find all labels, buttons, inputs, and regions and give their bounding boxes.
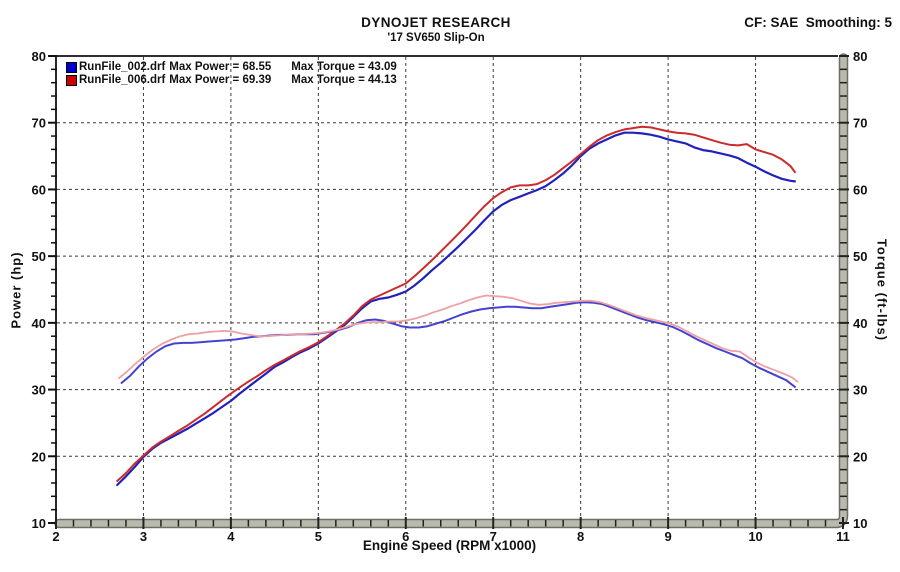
correction-smoothing-info: CF: SAE Smoothing: 5 — [744, 15, 892, 30]
power-tick-label: 10 — [32, 516, 46, 531]
power-tick-label: 30 — [32, 383, 46, 398]
legend-file-0: RunFile_002.drf — [79, 61, 166, 73]
power-tick-label: 40 — [32, 316, 46, 331]
rpm-tick-label: 5 — [315, 529, 322, 544]
power-tick-label: 20 — [32, 449, 46, 464]
legend-swatch-0 — [66, 61, 77, 73]
power-runfile-002-curve — [116, 131, 797, 487]
left-axis-title: Power (hp) — [8, 251, 24, 329]
tick-labels: 10 10 20 20 30 30 40 40 50 50 60 60 70 70 80 80 2 3 4 5 6 7 8 9… — [32, 49, 868, 544]
rpm-tick-label: 8 — [577, 529, 584, 544]
rpm-tick-label: 10 — [748, 529, 762, 544]
header-center: DYNOJET RESEARCH '17 SV650 Slip-On — [0, 15, 872, 45]
torque-tick-label: 10 — [853, 516, 867, 531]
legend-max-torque-1: Max Torque = 44.13 — [291, 74, 397, 86]
torque-tick-label: 60 — [853, 182, 867, 197]
legend-max-power-1: Max Power = 69.39 — [169, 74, 272, 86]
power-tick-label: 60 — [32, 182, 46, 197]
legend-swatch-1 — [66, 74, 77, 86]
legend-max-power-0: Max Power = 68.55 — [169, 61, 272, 73]
rpm-tick-label: 4 — [227, 529, 235, 544]
rpm-tick-label: 2 — [52, 529, 59, 544]
torque-runfile-002-curve — [120, 301, 796, 388]
rpm-tick-label: 7 — [490, 529, 497, 544]
power-runfile-006-curve — [116, 125, 796, 482]
torque-tick-label: 40 — [853, 316, 867, 331]
power-tick-label: 70 — [32, 116, 46, 131]
legend-max-torque-0: Max Torque = 43.09 — [291, 61, 397, 73]
legend: RunFile_002.drf Max Power = 68.55 Max To… — [66, 61, 397, 87]
torque-tick-label: 50 — [853, 249, 867, 264]
torque-tick-label: 70 — [853, 116, 867, 131]
rpm-tick-label: 6 — [402, 529, 409, 544]
legend-row-run006: RunFile_006.drf Max Power = 69.39 Max To… — [66, 74, 397, 86]
x-axis-title: Engine Speed (RPM x1000) — [362, 538, 537, 553]
chart-subtitle: '17 SV650 Slip-On — [387, 31, 485, 44]
power-tick-label: 80 — [32, 49, 46, 64]
rpm-tick-label: 3 — [140, 529, 147, 544]
rpm-tick-label: 11 — [836, 529, 850, 544]
curves — [116, 125, 799, 487]
power-tick-label: 50 — [32, 249, 46, 264]
chart-title: DYNOJET RESEARCH — [361, 15, 511, 30]
torque-tick-label: 20 — [853, 449, 867, 464]
right-axis-title: Torque (ft-lbs) — [874, 238, 890, 342]
rpm-tick-label: 9 — [664, 529, 671, 544]
gridlines — [57, 57, 842, 522]
torque-runfile-006-curve — [118, 294, 799, 383]
torque-tick-label: 30 — [853, 383, 867, 398]
legend-row-run002: RunFile_002.drf Max Power = 68.55 Max To… — [66, 61, 397, 73]
axis-ticks — [48, 55, 849, 529]
frame — [54, 53, 849, 529]
torque-tick-label: 80 — [853, 49, 867, 64]
legend-file-1: RunFile_006.drf — [79, 74, 166, 86]
